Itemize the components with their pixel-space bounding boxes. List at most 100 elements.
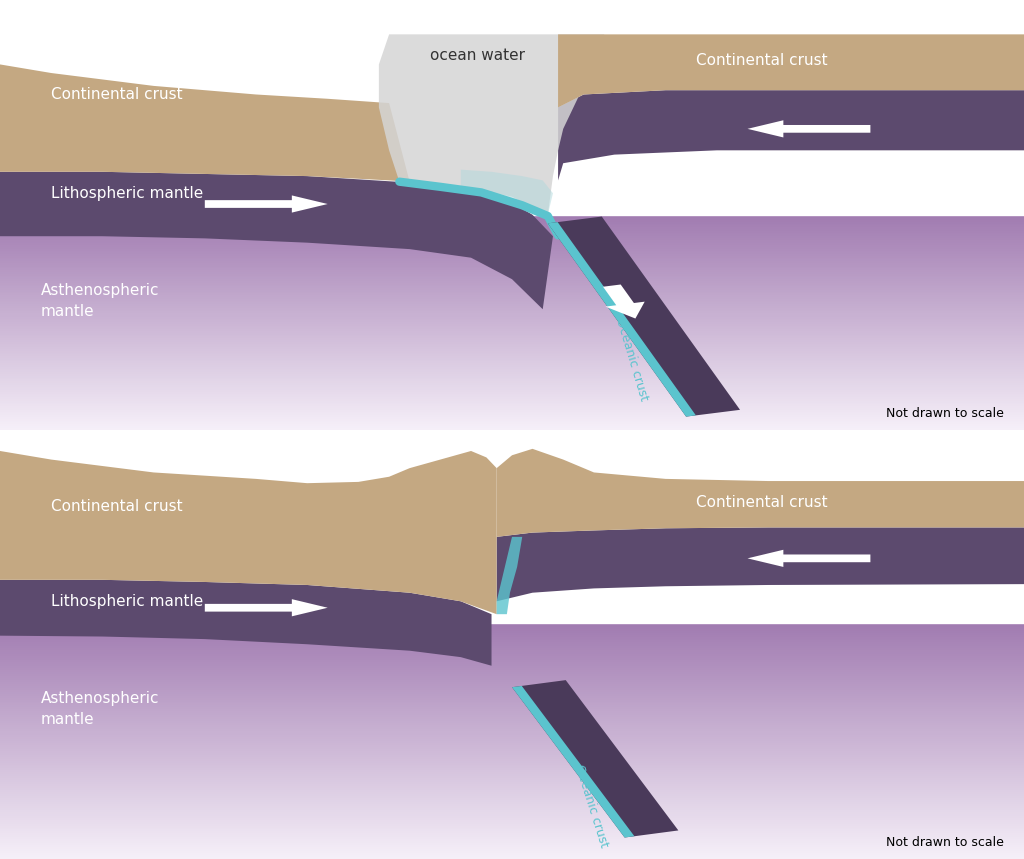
Bar [0,696,1024,698]
Bar [0,853,1024,855]
Bar [0,417,1024,419]
Bar [0,309,1024,312]
Bar [0,430,1024,623]
Bar [0,682,1024,684]
Bar [0,757,1024,758]
Bar [0,331,1024,332]
Polygon shape [461,169,553,215]
Bar [0,638,1024,641]
Bar [0,658,1024,661]
Bar [0,392,1024,393]
Bar [0,403,1024,405]
Bar [0,338,1024,340]
Bar [0,624,1024,627]
Bar [0,752,1024,755]
Polygon shape [512,680,678,838]
Bar [0,238,1024,240]
Bar [0,851,1024,853]
Bar [0,358,1024,360]
Bar [0,383,1024,385]
Bar [0,652,1024,655]
Bar [0,226,1024,228]
Bar [0,661,1024,662]
Bar [0,772,1024,774]
Bar [0,632,1024,635]
Bar [0,698,1024,699]
Bar [0,670,1024,672]
Bar [0,676,1024,678]
Bar [0,845,1024,847]
Bar [0,370,1024,372]
Bar [0,830,1024,832]
Polygon shape [558,34,1024,107]
Bar [0,317,1024,319]
Bar [0,629,1024,631]
Bar [0,725,1024,727]
Bar [0,717,1024,719]
Bar [0,356,1024,358]
Bar [0,705,1024,708]
FancyArrow shape [603,284,645,319]
Bar [0,643,1024,644]
Bar [0,302,1024,304]
Bar [0,649,1024,650]
Polygon shape [0,451,497,614]
Text: Continental crust: Continental crust [51,499,183,515]
Bar [0,771,1024,772]
Bar [0,301,1024,302]
Bar [0,727,1024,729]
Bar [0,354,1024,356]
Bar [0,735,1024,737]
Bar [0,272,1024,274]
Bar [0,367,1024,369]
Bar [0,299,1024,301]
Bar [0,729,1024,731]
Text: Continental crust: Continental crust [51,87,183,102]
Bar [0,340,1024,342]
Bar [0,816,1024,818]
Bar [0,806,1024,807]
Bar [0,751,1024,752]
Bar [0,251,1024,253]
Bar [0,807,1024,810]
Bar [0,233,1024,235]
Bar [0,780,1024,783]
Bar [0,841,1024,844]
Bar [0,279,1024,281]
Bar [0,731,1024,733]
Polygon shape [497,448,1024,537]
Bar [0,685,1024,688]
Bar [0,369,1024,370]
Bar [0,243,1024,245]
Bar [0,827,1024,830]
Bar [0,428,1024,430]
Bar [0,745,1024,746]
FancyArrow shape [205,600,328,617]
Bar [0,699,1024,702]
Bar [0,259,1024,261]
Text: Asthenospheric
mantle: Asthenospheric mantle [41,691,160,727]
Text: Continental crust: Continental crust [696,52,828,68]
Bar [0,835,1024,838]
Bar [0,241,1024,243]
Bar [0,220,1024,222]
Bar [0,833,1024,835]
Bar [0,240,1024,241]
Bar [0,824,1024,825]
Bar [0,258,1024,259]
Bar [0,265,1024,266]
Text: Oceanic crust: Oceanic crust [572,763,610,849]
Bar [0,345,1024,347]
Bar [0,263,1024,265]
Bar [0,363,1024,365]
FancyArrow shape [748,120,870,137]
Bar [0,406,1024,408]
Bar [0,342,1024,344]
Polygon shape [548,216,740,417]
Bar [0,415,1024,417]
Bar [0,393,1024,395]
Bar [0,672,1024,674]
Bar [0,286,1024,288]
Bar [0,819,1024,821]
Bar [0,304,1024,306]
